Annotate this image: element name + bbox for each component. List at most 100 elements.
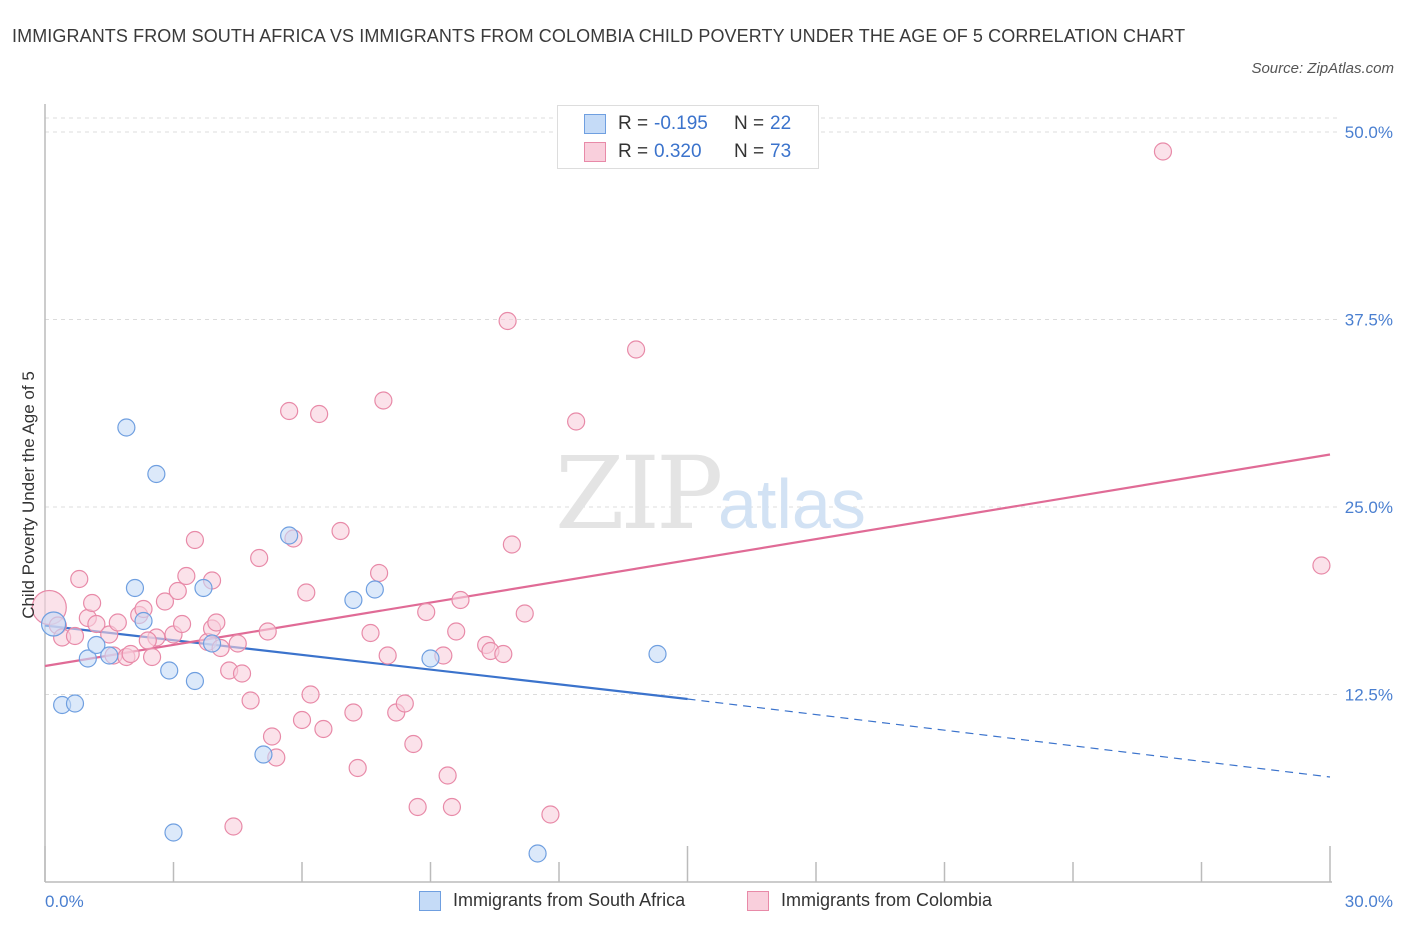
r-label: R = <box>618 141 649 162</box>
watermark-atlas: atlas <box>718 465 866 543</box>
point-colombia <box>87 614 106 634</box>
point-colombia <box>417 602 436 622</box>
point-colombia <box>361 623 380 643</box>
point-colombia <box>395 694 414 713</box>
point-south-africa <box>65 694 85 713</box>
stats-legend: R = -0.195 N = 22 R = 0.320 N = 73 <box>557 105 819 169</box>
point-south-africa <box>134 611 153 631</box>
watermark-zip: ZIP <box>555 435 720 552</box>
point-colombia <box>404 734 423 754</box>
point-colombia <box>310 404 329 424</box>
point-colombia <box>65 626 85 646</box>
series-legend: Immigrants from South Africa Immigrants … <box>0 888 1406 916</box>
point-south-africa <box>421 649 440 668</box>
n-label: N = <box>734 141 765 162</box>
point-colombia <box>155 592 175 611</box>
legend-item-colombia[interactable]: Immigrants from Colombia <box>747 890 992 911</box>
point-colombia <box>177 566 196 586</box>
point-colombia <box>83 593 102 613</box>
point-colombia <box>297 583 316 602</box>
point-colombia <box>258 622 277 641</box>
r-value: 0.320 <box>654 141 702 162</box>
point-colombia <box>378 646 397 665</box>
point-south-africa <box>125 578 145 598</box>
point-colombia <box>172 614 192 634</box>
point-colombia <box>331 521 350 541</box>
point-south-africa <box>344 590 363 610</box>
point-colombia <box>438 766 457 785</box>
gridlines <box>45 117 1340 695</box>
y-tick-label: 37.5% <box>1345 311 1393 330</box>
point-colombia <box>344 703 363 722</box>
point-colombia <box>374 391 393 410</box>
point-south-africa <box>202 634 222 653</box>
tick-labels: 12.5% 25.0% 37.5% 50.0% 0.0% 30.0% <box>45 123 1393 911</box>
point-colombia <box>442 797 462 817</box>
point-colombia <box>108 613 127 632</box>
point-south-africa <box>194 578 213 598</box>
point-colombia <box>142 647 162 667</box>
trend-line-south-africa-extrapolated <box>687 698 1331 778</box>
legend-swatch-south-africa <box>584 114 606 134</box>
x-tick-label: 0.0% <box>45 892 84 911</box>
n-value: 22 <box>770 113 792 134</box>
point-colombia <box>185 530 205 550</box>
point-colombia <box>280 401 299 421</box>
point-colombia <box>121 644 140 664</box>
point-south-africa <box>365 580 384 599</box>
point-south-africa <box>280 526 299 545</box>
point-colombia <box>232 664 252 683</box>
x-tick-label: 30.0% <box>1345 892 1393 911</box>
r-value: -0.195 <box>654 113 708 134</box>
point-colombia <box>498 311 517 331</box>
point-colombia <box>502 535 521 554</box>
chart-title: IMMIGRANTS FROM SOUTH AFRICA VS IMMIGRAN… <box>12 26 1186 46</box>
point-south-africa <box>648 644 667 664</box>
legend-label-south-africa: Immigrants from South Africa <box>453 890 686 910</box>
legend-swatch-colombia <box>584 142 606 162</box>
n-label: N = <box>734 113 765 134</box>
point-colombia <box>567 412 586 431</box>
point-colombia <box>541 805 560 824</box>
legend-swatch-south-africa <box>419 890 441 911</box>
data-points <box>31 142 1331 863</box>
point-colombia <box>70 569 89 589</box>
source-label: Source: ZipAtlas.com <box>1251 60 1394 77</box>
point-south-africa <box>164 823 183 842</box>
point-south-africa <box>117 418 136 437</box>
point-colombia <box>228 634 247 653</box>
point-colombia <box>168 581 187 601</box>
point-colombia <box>207 613 226 632</box>
point-south-africa <box>78 649 97 668</box>
point-south-africa <box>254 745 273 764</box>
point-south-africa <box>528 844 547 863</box>
point-south-africa <box>147 464 166 484</box>
point-colombia <box>515 604 534 623</box>
y-tick-label: 50.0% <box>1345 123 1393 142</box>
legend-item-south-africa[interactable]: Immigrants from South Africa <box>419 890 685 911</box>
point-colombia <box>241 691 260 710</box>
point-colombia <box>1153 142 1173 161</box>
point-colombia <box>314 719 333 739</box>
legend-swatch-colombia <box>747 890 769 911</box>
point-south-africa <box>40 611 67 637</box>
point-colombia <box>348 758 367 778</box>
point-colombia <box>224 817 243 836</box>
legend-row-south-africa: R = -0.195 N = 22 <box>584 111 791 137</box>
point-colombia <box>250 548 269 568</box>
y-tick-label: 12.5% <box>1345 686 1393 705</box>
point-colombia <box>1312 556 1331 575</box>
point-colombia <box>626 340 646 359</box>
watermark: ZIP atlas <box>555 435 866 552</box>
axes <box>44 104 1332 883</box>
r-label: R = <box>618 113 649 134</box>
legend-row-colombia: R = 0.320 N = 73 <box>584 139 791 165</box>
n-value: 73 <box>770 141 792 162</box>
point-colombia <box>451 590 470 610</box>
point-colombia <box>408 797 427 817</box>
point-colombia <box>138 631 157 650</box>
point-south-africa <box>160 661 179 680</box>
point-colombia <box>370 563 389 583</box>
point-colombia <box>292 710 312 730</box>
